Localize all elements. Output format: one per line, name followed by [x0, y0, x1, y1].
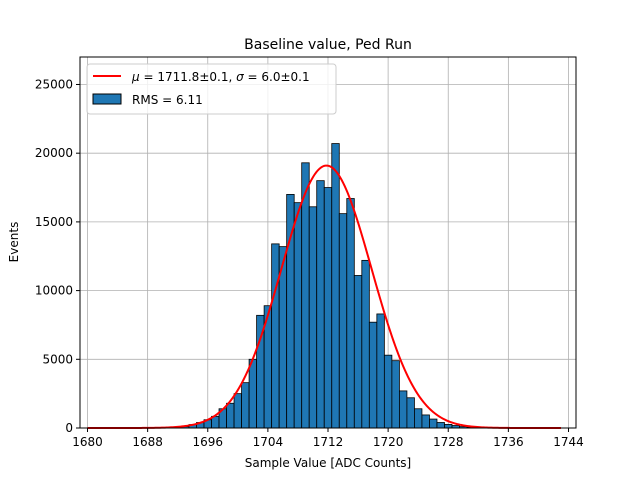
y-tick-label: 25000 — [35, 77, 73, 91]
histogram-bar — [353, 275, 363, 429]
legend-sigma-symbol: σ — [236, 70, 244, 84]
x-tick-label: 1680 — [72, 435, 103, 449]
histogram-bar — [444, 424, 453, 429]
histogram-bar — [398, 390, 408, 429]
x-axis-label: Sample Value [ADC Counts] — [245, 456, 411, 470]
histogram-bar — [436, 422, 445, 429]
histogram-bar — [248, 358, 258, 429]
y-tick-label: 15000 — [35, 215, 73, 229]
histogram-bar — [226, 402, 235, 429]
legend-box — [86, 63, 337, 115]
histogram-bar — [429, 418, 438, 429]
x-tick-label: 1736 — [493, 435, 524, 449]
histogram-bar — [331, 143, 340, 429]
histogram-bar — [391, 360, 400, 429]
legend-sigma-value: = 6.0±0.1 — [244, 70, 310, 84]
histogram-bar — [241, 382, 250, 429]
histogram-bar — [271, 243, 280, 429]
histogram-bar — [368, 321, 378, 429]
histogram-bar — [406, 397, 415, 429]
legend-mu-symbol: μ — [131, 70, 140, 84]
x-tick-label: 1744 — [553, 435, 584, 449]
y-axis-ticks: 0 5000 10000 15000 20000 25000 — [35, 77, 80, 435]
histogram-bar — [421, 414, 430, 429]
x-tick-label: 1696 — [192, 435, 223, 449]
histogram-bar — [301, 162, 310, 429]
histogram-bar — [308, 206, 318, 429]
y-tick-label: 10000 — [35, 284, 73, 298]
x-tick-label: 1720 — [373, 435, 404, 449]
y-tick-label: 0 — [65, 421, 73, 435]
y-tick-label: 20000 — [35, 146, 73, 160]
legend: μ = 1711.8±0.1, σ = 6.0±0.1 RMS = 6.11 — [86, 63, 337, 115]
histogram-bar — [376, 313, 385, 429]
x-axis-ticks: 1680 1688 1696 1704 1712 1720 1728 1736 1744 — [72, 428, 584, 449]
histogram-bar — [323, 187, 333, 429]
x-tick-label: 1688 — [132, 435, 163, 449]
histogram-bar — [316, 180, 325, 429]
histogram-bars — [181, 143, 483, 429]
legend-mu-value: = 1711.8±0.1, — [140, 70, 236, 84]
legend-rms-swatch — [92, 93, 122, 105]
histogram-bar — [293, 202, 303, 429]
histogram-bar — [346, 198, 355, 429]
x-tick-label: 1712 — [313, 435, 344, 449]
legend-rms-label: RMS = 6.11 — [132, 93, 203, 107]
histogram-bar — [361, 259, 370, 429]
histogram-bar — [383, 354, 393, 429]
histogram-bar — [233, 393, 242, 429]
chart-title: Baseline value, Ped Run — [244, 37, 412, 53]
histogram-bar — [414, 408, 423, 429]
legend-fit-label: μ = 1711.8±0.1, σ = 6.0±0.1 — [131, 70, 310, 84]
x-tick-label: 1704 — [253, 435, 284, 449]
y-tick-label: 5000 — [42, 352, 73, 366]
histogram-bar — [338, 213, 348, 429]
x-tick-label: 1728 — [433, 435, 464, 449]
y-axis-label: Events — [7, 222, 21, 263]
